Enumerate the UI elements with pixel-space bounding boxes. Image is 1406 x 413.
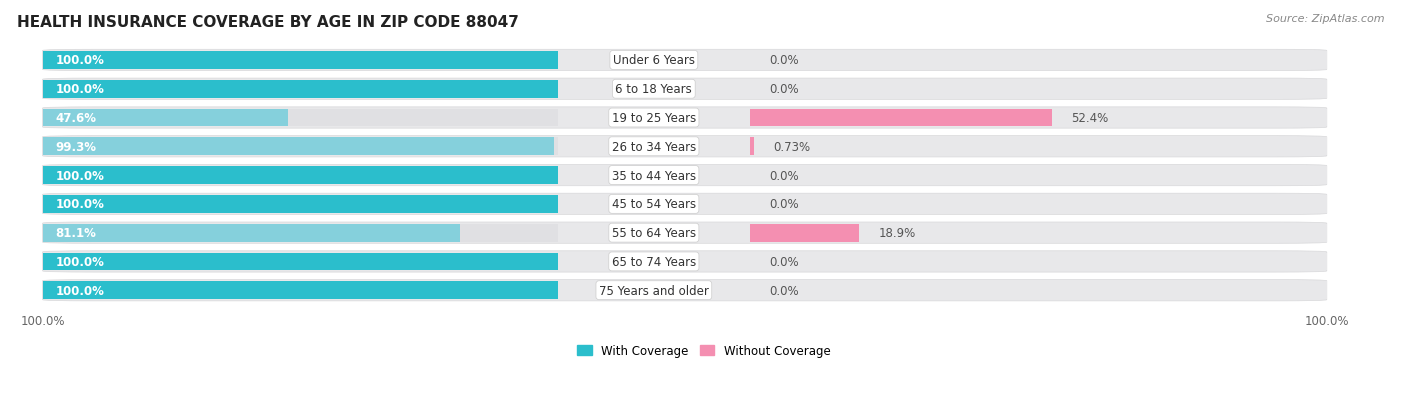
- FancyBboxPatch shape: [42, 136, 1327, 158]
- Text: 81.1%: 81.1%: [55, 227, 96, 240]
- Text: 100.0%: 100.0%: [55, 169, 104, 182]
- Bar: [42, 167, 558, 185]
- Bar: [42, 81, 558, 98]
- FancyBboxPatch shape: [42, 108, 1327, 129]
- FancyBboxPatch shape: [42, 50, 1327, 71]
- Bar: [751, 81, 1327, 98]
- Text: 0.0%: 0.0%: [769, 83, 799, 96]
- Text: 0.0%: 0.0%: [769, 54, 799, 67]
- FancyBboxPatch shape: [42, 280, 1327, 301]
- Bar: [42, 282, 558, 299]
- Text: 26 to 34 Years: 26 to 34 Years: [612, 140, 696, 153]
- Text: 19 to 25 Years: 19 to 25 Years: [612, 112, 696, 125]
- Bar: [751, 138, 755, 156]
- FancyBboxPatch shape: [42, 194, 1327, 215]
- Text: 0.0%: 0.0%: [769, 169, 799, 182]
- Bar: [42, 167, 558, 185]
- Text: 47.6%: 47.6%: [55, 112, 97, 125]
- Bar: [751, 195, 1327, 213]
- Bar: [42, 195, 558, 213]
- Bar: [751, 52, 1327, 70]
- Text: 100.0%: 100.0%: [55, 54, 104, 67]
- Bar: [42, 109, 288, 127]
- FancyBboxPatch shape: [42, 165, 1327, 186]
- Text: 45 to 54 Years: 45 to 54 Years: [612, 198, 696, 211]
- Bar: [751, 253, 1327, 271]
- FancyBboxPatch shape: [42, 223, 1327, 244]
- Text: 55 to 64 Years: 55 to 64 Years: [612, 227, 696, 240]
- Bar: [42, 224, 558, 242]
- Bar: [42, 109, 558, 127]
- Text: 52.4%: 52.4%: [1071, 112, 1109, 125]
- Text: 65 to 74 Years: 65 to 74 Years: [612, 255, 696, 268]
- Bar: [751, 109, 1327, 127]
- Bar: [42, 253, 558, 271]
- Bar: [751, 224, 1327, 242]
- Text: 99.3%: 99.3%: [55, 140, 97, 153]
- Text: 100.0%: 100.0%: [55, 284, 104, 297]
- Text: 100.0%: 100.0%: [55, 198, 104, 211]
- Text: 6 to 18 Years: 6 to 18 Years: [616, 83, 692, 96]
- Bar: [42, 138, 554, 156]
- Bar: [42, 52, 558, 70]
- Bar: [751, 109, 1052, 127]
- Text: 18.9%: 18.9%: [879, 227, 915, 240]
- Bar: [751, 167, 1327, 185]
- Bar: [42, 81, 558, 98]
- Text: 0.0%: 0.0%: [769, 284, 799, 297]
- Text: 0.0%: 0.0%: [769, 255, 799, 268]
- Bar: [42, 52, 558, 70]
- Text: 0.0%: 0.0%: [769, 198, 799, 211]
- Text: 100.0%: 100.0%: [55, 83, 104, 96]
- Text: 0.73%: 0.73%: [773, 140, 811, 153]
- Text: 100.0%: 100.0%: [55, 255, 104, 268]
- Bar: [42, 282, 558, 299]
- Bar: [751, 138, 1327, 156]
- Bar: [42, 138, 558, 156]
- FancyBboxPatch shape: [42, 79, 1327, 100]
- Text: 35 to 44 Years: 35 to 44 Years: [612, 169, 696, 182]
- Legend: With Coverage, Without Coverage: With Coverage, Without Coverage: [572, 339, 835, 362]
- Bar: [751, 224, 859, 242]
- Bar: [42, 195, 558, 213]
- Bar: [751, 282, 1327, 299]
- FancyBboxPatch shape: [42, 251, 1327, 273]
- Bar: [42, 224, 460, 242]
- Text: Under 6 Years: Under 6 Years: [613, 54, 695, 67]
- Text: Source: ZipAtlas.com: Source: ZipAtlas.com: [1267, 14, 1385, 24]
- Bar: [42, 253, 558, 271]
- Text: 75 Years and older: 75 Years and older: [599, 284, 709, 297]
- Text: HEALTH INSURANCE COVERAGE BY AGE IN ZIP CODE 88047: HEALTH INSURANCE COVERAGE BY AGE IN ZIP …: [17, 15, 519, 30]
